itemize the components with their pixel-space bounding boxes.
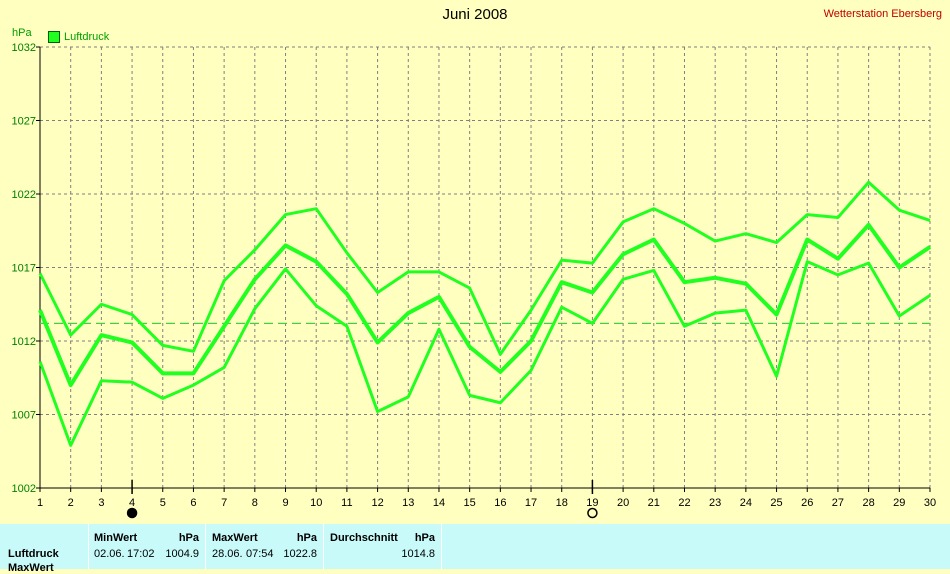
x-tick-label: 15 [464, 497, 476, 509]
stats-table: Luftdruck MaxWert MinWert hPa 02.06. 17:… [0, 524, 950, 574]
x-tick-label: 11 [341, 497, 352, 509]
series-group [38, 180, 932, 447]
x-tick-label: 13 [402, 497, 414, 509]
x-tick-label: 23 [709, 497, 721, 509]
min-unit: hPa [178, 532, 199, 544]
max-unit: hPa [296, 532, 317, 544]
legend: Luftdruck [48, 31, 109, 43]
chart-title: Juni 2008 [442, 6, 508, 23]
stats-row-label-2: MaxWert [8, 562, 54, 574]
stats-max-cell: MaxWert hPa 28.06. 07:54 1022.8 [206, 524, 324, 569]
station-name: Wetterstation Ebersberg [823, 8, 942, 20]
y-tick-label: 1022 [12, 189, 36, 201]
x-tick-label: 3 [98, 497, 104, 509]
x-tick-label: 28 [862, 497, 874, 509]
min-time: 17:02 [127, 548, 155, 560]
x-tick-label: 17 [525, 497, 537, 509]
max-time: 07:54 [246, 548, 274, 560]
avg-unit: hPa [414, 532, 435, 544]
x-tick-label: 18 [556, 497, 568, 509]
max-value: 1022.8 [283, 548, 317, 560]
x-tick-label: 4 [129, 497, 135, 509]
stats-row-label: Luftdruck [8, 548, 59, 560]
y-tick-label: 1012 [12, 336, 36, 348]
x-tick-label: 24 [740, 497, 752, 509]
x-tick-label: 2 [68, 497, 74, 509]
min-header: MinWert [94, 532, 138, 544]
x-tick-label: 6 [190, 497, 196, 509]
x-tick-label: 19 [586, 497, 598, 509]
avg-header: Durchschnitt [330, 532, 398, 544]
x-tick-label: 22 [678, 497, 690, 509]
x-tick-label: 7 [221, 497, 227, 509]
legend-label: Luftdruck [64, 31, 110, 43]
x-tick-label: 29 [893, 497, 905, 509]
y-tick-label: 1007 [12, 410, 36, 422]
max-header: MaxWert [212, 532, 258, 544]
series-line-avg [38, 222, 932, 388]
legend-swatch [48, 31, 60, 43]
avg-value: 1014.8 [401, 548, 435, 560]
x-tick-label: 9 [282, 497, 288, 509]
x-tick-label: 27 [832, 497, 844, 509]
moon-markers [126, 480, 598, 519]
min-date: 02.06. [94, 548, 125, 560]
stats-min-cell: MinWert hPa 02.06. 17:02 1004.9 [89, 524, 206, 569]
x-tick-label: 21 [648, 497, 660, 509]
x-tick-label: 1 [37, 497, 43, 509]
x-tick-label: 16 [494, 497, 506, 509]
axes: 1 2 3 4 5 6 7 8 9 10 11 12 13 14 15 16 17 18 19 20 21 22 23 24 2… [12, 42, 937, 509]
x-tick-label: 5 [160, 497, 166, 509]
full-moon-icon [587, 507, 598, 519]
x-tick-label: 30 [924, 497, 936, 509]
x-tick-label: 20 [617, 497, 629, 509]
x-tick-label: 26 [801, 497, 813, 509]
max-date: 28.06. [212, 548, 243, 560]
x-tick-label: 12 [371, 497, 383, 509]
series-line-min [38, 260, 931, 447]
y-tick-label: 1002 [12, 483, 36, 495]
y-tick-label: 1017 [12, 263, 36, 275]
y-tick-label: 1032 [12, 42, 36, 54]
x-tick-label: 8 [252, 497, 258, 509]
pressure-chart: 1 2 3 4 5 6 7 8 9 10 11 12 13 14 15 16 17 18 19 20 21 22 23 24 2… [12, 42, 937, 519]
x-tick-label: 14 [433, 497, 445, 509]
y-tick-label: 1027 [12, 116, 36, 128]
min-value: 1004.9 [165, 548, 199, 560]
stats-label-cell: Luftdruck MaxWert [0, 524, 89, 574]
y-axis-unit: hPa [12, 27, 32, 39]
series-line-max [38, 180, 931, 356]
stats-avg-cell: Durchschnitt hPa 1014.8 [324, 524, 442, 569]
x-tick-label: 10 [310, 497, 322, 509]
new-moon-icon [126, 507, 138, 519]
x-tick-label: 25 [770, 497, 782, 509]
